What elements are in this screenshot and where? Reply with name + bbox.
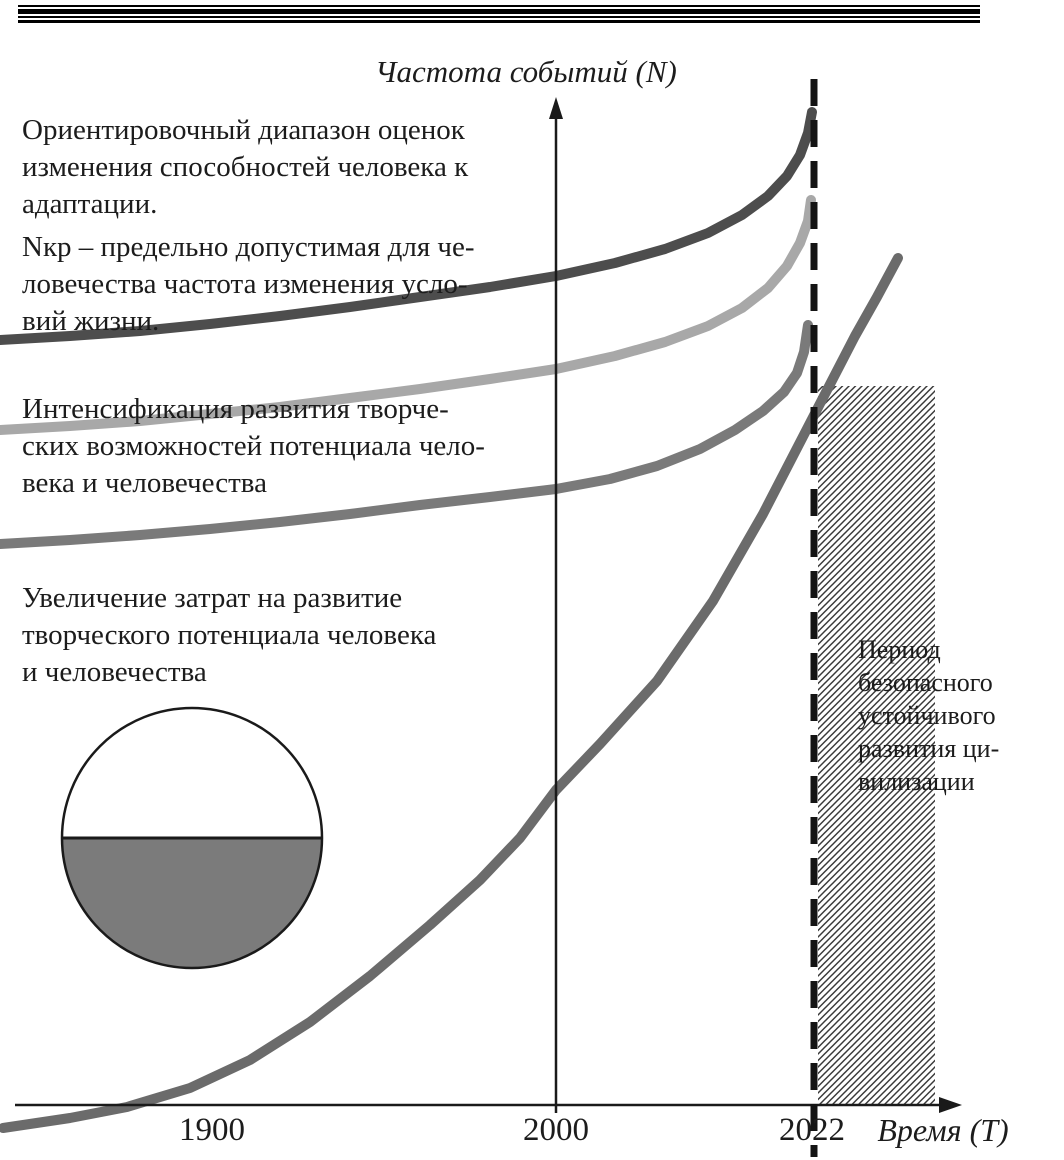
x-axis-label: Время (Т) — [877, 1112, 1009, 1148]
x-tick-2022: 2022 — [779, 1112, 845, 1148]
annotation-n-critical: Nкр – предельно допустимая для че- ловеч… — [22, 231, 475, 337]
annotation-adaptation-range: Ориентировочный диапазон оценок изменени… — [22, 114, 469, 220]
top-border-rule — [18, 5, 980, 23]
annotation-intensification: Интенсификация развития творче- ских воз… — [22, 393, 485, 499]
x-tick-1900: 1900 — [179, 1112, 245, 1148]
safe-period-label: Период безопасного устойчивого развития … — [858, 635, 1000, 796]
annotation-costs: Увеличение затрат на развитие творческог… — [22, 582, 437, 688]
x-tick-2000: 2000 — [523, 1112, 589, 1148]
chart-title: Частота событий (N) — [375, 54, 677, 89]
